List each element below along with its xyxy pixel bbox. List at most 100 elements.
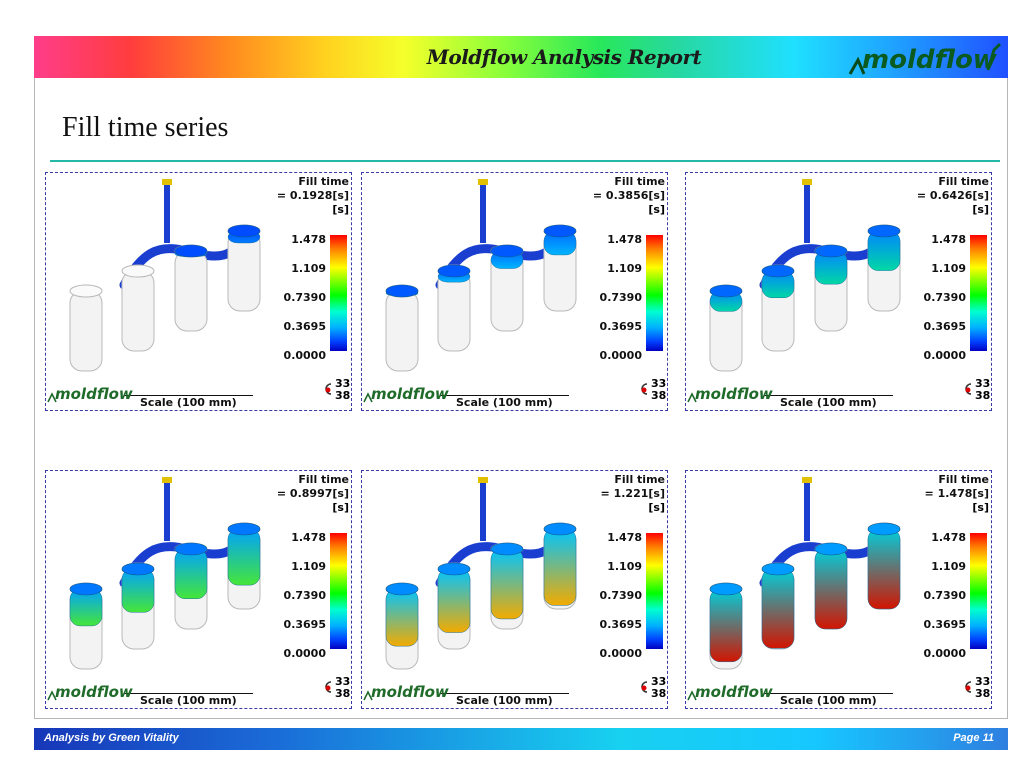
svg-text:moldflow: moldflow: [55, 385, 133, 403]
fill-time-panel: Fill time = 0.3856[s] [s] 1.478 1.109 0.7390…: [361, 172, 668, 411]
axis-triad-icon: [965, 681, 972, 693]
moldflow-watermark-logo: moldflow: [687, 385, 773, 403]
fill-time-label: Fill time = 1.221[s]: [601, 473, 665, 501]
fill-time-label: Fill time = 1.478[s]: [925, 473, 989, 501]
page-title: Fill time series: [62, 112, 229, 143]
fill-time-label: Fill time = 0.6426[s]: [917, 175, 989, 203]
fill-time-value: = 1.478[s]: [924, 487, 989, 500]
fill-time-panel: Fill time = 1.478[s] [s] 1.478 1.109 0.7390 0…: [685, 470, 992, 709]
fill-time-label: Fill time = 0.3856[s]: [593, 175, 665, 203]
page-number: Page 11: [953, 732, 994, 744]
color-scale-bar: [970, 235, 987, 351]
legend-tick-label: 0.0000: [599, 349, 642, 362]
legend-tick-label: 0.0000: [599, 647, 642, 660]
axis-label-bottom: 38: [975, 389, 991, 402]
axis-triad-icon: [965, 383, 972, 395]
fill-time-panel: Fill time = 0.6426[s] [s] 1.478 1.109 0.7390…: [685, 172, 992, 411]
legend-unit: [s]: [648, 203, 665, 216]
fill-time-label: Fill time = 0.8997[s]: [277, 473, 349, 501]
color-scale-bar: [646, 533, 663, 649]
legend-tick-label: 1.109: [607, 262, 642, 275]
legend-tick-label: 0.3695: [599, 618, 642, 631]
fill-time-label: Fill time = 0.1928[s]: [277, 175, 349, 203]
moldflow-watermark-logo: moldflow: [687, 683, 773, 701]
legend-tick-label: 1.109: [291, 262, 326, 275]
fill-time-value: = 1.221[s]: [600, 487, 665, 500]
svg-text:moldflow: moldflow: [862, 45, 998, 75]
part-model: [69, 477, 261, 670]
legend-tick-label: 0.0000: [923, 349, 966, 362]
axis-label-bottom: 38: [335, 687, 351, 700]
legend-tick-label: 0.3695: [283, 320, 326, 333]
legend-tick-label: 0.3695: [599, 320, 642, 333]
moldflow-watermark-logo: moldflow: [363, 683, 449, 701]
legend-title: Fill time: [938, 473, 989, 486]
legend-tick-label: 0.3695: [923, 618, 966, 631]
axis-label-bottom: 38: [651, 687, 667, 700]
scale-label: Scale (100 mm): [440, 395, 569, 409]
axis-triad: 33 38: [639, 675, 667, 700]
legend-title: Fill time: [298, 175, 349, 188]
axis-label-bottom: 38: [975, 687, 991, 700]
legend-tick-label: 0.7390: [923, 589, 966, 602]
legend-tick-label: 1.109: [931, 560, 966, 573]
axis-label-top: 33: [335, 377, 351, 390]
legend-tick-label: 0.7390: [599, 291, 642, 304]
legend-title: Fill time: [298, 473, 349, 486]
scale-label: Scale (100 mm): [440, 693, 569, 707]
legend-title: Fill time: [614, 175, 665, 188]
legend-title: Fill time: [614, 473, 665, 486]
moldflow-watermark-logo: moldflow: [363, 385, 449, 403]
legend-tick-label: 1.478: [931, 531, 966, 544]
axis-triad: 33 38: [963, 675, 991, 700]
legend-tick-label: 0.7390: [283, 589, 326, 602]
legend-tick-label: 0.0000: [283, 349, 326, 362]
axis-label-top: 33: [975, 675, 991, 688]
legend-tick-label: 0.3695: [283, 618, 326, 631]
scale-label: Scale (100 mm): [124, 693, 253, 707]
scale-label: Scale (100 mm): [764, 395, 893, 409]
legend-unit: [s]: [972, 203, 989, 216]
color-scale-bar: [970, 533, 987, 649]
axis-label-bottom: 38: [335, 389, 351, 402]
part-model: [385, 477, 577, 670]
legend-tick-label: 1.109: [291, 560, 326, 573]
legend-unit: [s]: [332, 501, 349, 514]
part-model: [709, 477, 901, 670]
axis-triad-icon: [641, 383, 648, 395]
fill-time-value: = 0.8997[s]: [276, 487, 349, 500]
scale-label: Scale (100 mm): [764, 693, 893, 707]
fill-time-value: = 0.3856[s]: [592, 189, 665, 202]
slide-content-frame: [34, 78, 1008, 719]
fill-time-panel: Fill time = 0.8997[s] [s] 1.478 1.109 0.7390…: [45, 470, 352, 709]
fill-time-value: = 0.1928[s]: [276, 189, 349, 202]
axis-label-bottom: 38: [651, 389, 667, 402]
legend-unit: [s]: [332, 203, 349, 216]
legend-tick-label: 0.3695: [923, 320, 966, 333]
legend-title: Fill time: [938, 175, 989, 188]
part-model: [385, 179, 577, 372]
svg-text:moldflow: moldflow: [371, 683, 449, 701]
svg-text:moldflow: moldflow: [695, 683, 773, 701]
svg-text:moldflow: moldflow: [55, 683, 133, 701]
legend-tick-label: 0.0000: [283, 647, 326, 660]
legend-tick-label: 0.7390: [283, 291, 326, 304]
legend-unit: [s]: [648, 501, 665, 514]
title-underline: [50, 160, 1000, 162]
axis-triad-icon: [325, 383, 332, 395]
axis-label-top: 33: [651, 377, 667, 390]
axis-triad-icon: [641, 681, 648, 693]
legend-tick-label: 1.478: [931, 233, 966, 246]
report-header-banner: Moldflow Analysis Report moldflow: [34, 36, 1008, 78]
legend-tick-label: 0.7390: [923, 291, 966, 304]
legend-tick-label: 0.7390: [599, 589, 642, 602]
color-scale-bar: [646, 235, 663, 351]
svg-text:moldflow: moldflow: [695, 385, 773, 403]
fill-time-panel: Fill time = 0.1928[s] [s] 1.478 1.109 0.7390…: [45, 172, 352, 411]
axis-triad: 33 38: [323, 676, 351, 700]
legend-tick-label: 1.109: [607, 560, 642, 573]
moldflow-logo: moldflow: [848, 42, 1002, 75]
axis-label-top: 33: [651, 675, 667, 688]
moldflow-watermark-logo: moldflow: [47, 385, 133, 403]
part-model: [69, 179, 261, 372]
